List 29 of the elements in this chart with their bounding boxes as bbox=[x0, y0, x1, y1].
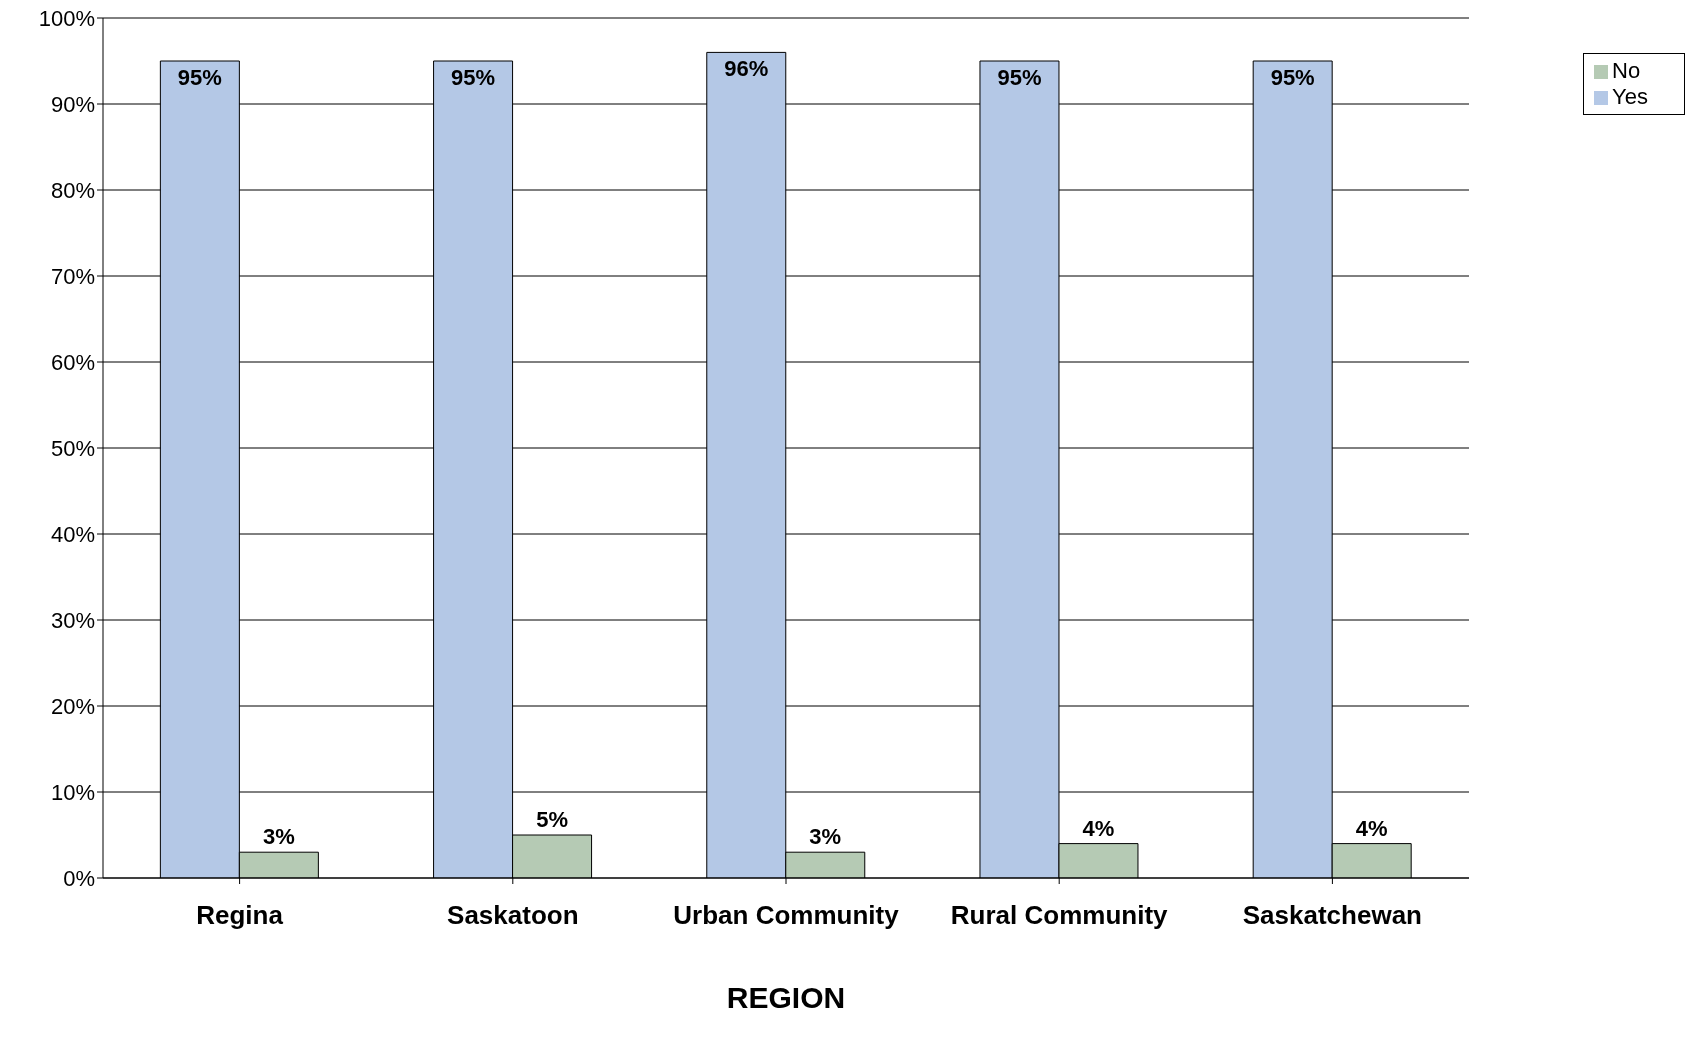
y-tick-label: 60% bbox=[50, 349, 95, 375]
legend-label: Yes bbox=[1612, 84, 1648, 109]
data-label: 95% bbox=[177, 65, 222, 90]
y-tick-label: 100% bbox=[38, 5, 95, 31]
x-axis-title: REGION bbox=[726, 981, 846, 1014]
data-label: 4% bbox=[1082, 815, 1115, 841]
data-label: 3% bbox=[262, 824, 295, 850]
y-tick-label: 80% bbox=[50, 177, 95, 203]
y-tick-label: 90% bbox=[50, 91, 95, 117]
data-label: 96% bbox=[724, 56, 769, 82]
y-tick-label: 40% bbox=[50, 521, 95, 547]
x-tick-label: Saskatoon bbox=[447, 900, 579, 931]
y-tick-label: 70% bbox=[50, 263, 95, 289]
data-label: 4% bbox=[1355, 815, 1388, 841]
y-tick-label: 10% bbox=[50, 779, 95, 805]
data-label: 3% bbox=[809, 824, 842, 850]
y-tick-label: 30% bbox=[50, 607, 95, 633]
legend-label: No bbox=[1612, 58, 1641, 83]
data-label: 95% bbox=[1270, 65, 1315, 90]
x-tick-label: Urban Community bbox=[673, 900, 900, 931]
y-tick-label: 50% bbox=[50, 435, 95, 461]
data-label: 95% bbox=[451, 65, 496, 90]
y-tick-label: 20% bbox=[50, 693, 95, 719]
x-tick-label: Rural Community bbox=[950, 900, 1169, 931]
data-label: 5% bbox=[536, 807, 568, 832]
data-label: 95% bbox=[997, 65, 1042, 90]
x-tick-label: Saskatchewan bbox=[1242, 900, 1423, 931]
y-tick-label: 0% bbox=[63, 865, 95, 891]
x-tick-label: Regina bbox=[196, 900, 284, 931]
